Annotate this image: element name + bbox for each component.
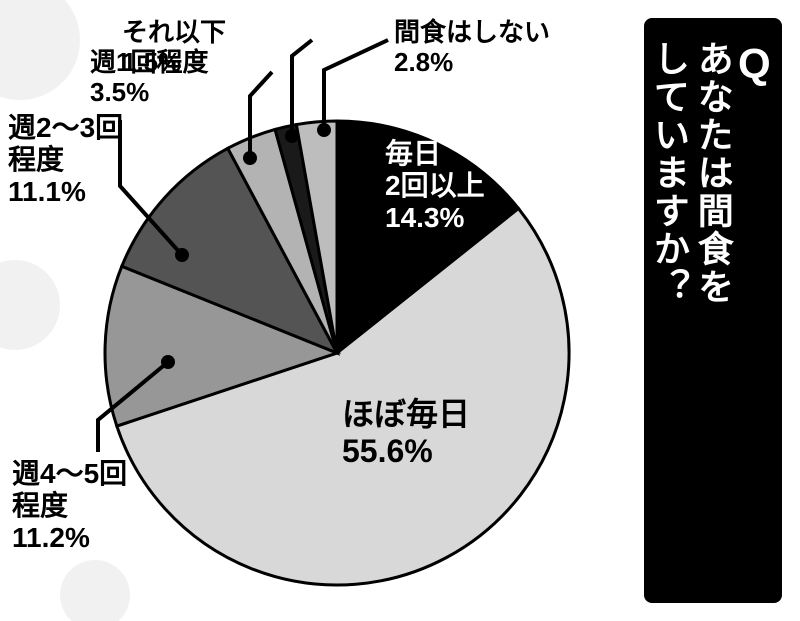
slice-label-two_three_week: 週2〜3回程度11.1% — [8, 112, 123, 209]
slice-label-value: 14.3% — [385, 202, 485, 234]
slice-label-twice_daily: 毎日2回以上14.3% — [385, 138, 485, 235]
question-prefix: Q — [732, 40, 776, 306]
slice-label-name: 週4〜5回 — [12, 458, 127, 490]
slice-label-name: 2回以上 — [385, 170, 485, 202]
slice-label-value: 1.5% — [122, 48, 226, 78]
slice-label-value: 2.8% — [394, 48, 550, 78]
slice-label-name: ほぼ毎日 — [342, 396, 470, 433]
question-line-2: していますか？ — [650, 40, 688, 306]
slice-label-name: 程度 — [12, 490, 127, 522]
slice-label-name: 毎日 — [385, 138, 485, 170]
question-line-1: あなたは間食を — [694, 40, 732, 306]
slice-label-four_five_week: 週4〜5回程度11.2% — [12, 458, 127, 555]
slice-label-value: 55.6% — [342, 433, 470, 470]
slice-label-value: 11.1% — [8, 176, 123, 208]
slice-label-name: 程度 — [8, 144, 123, 176]
slice-label-name: 間食はしない — [394, 18, 550, 48]
slice-label-value: 3.5% — [90, 78, 208, 108]
slice-label-less: それ以下1.5% — [122, 18, 226, 78]
question-panel: Q あなたは間食を していますか？ — [644, 18, 782, 603]
pie-chart-area: 毎日2回以上14.3%ほぼ毎日55.6%週4〜5回程度11.2%週2〜3回程度1… — [0, 0, 640, 621]
slice-label-value: 11.2% — [12, 522, 127, 554]
slice-label-none: 間食はしない2.8% — [394, 18, 550, 78]
slice-label-name: 週2〜3回 — [8, 112, 123, 144]
slice-label-almost_daily: ほぼ毎日55.6% — [342, 396, 470, 470]
chart-card: Q あなたは間食を していますか？ 毎日2回以上14.3% ほぼ毎日55.6% 週4… — [0, 0, 800, 621]
slice-label-name: それ以下 — [122, 18, 226, 48]
